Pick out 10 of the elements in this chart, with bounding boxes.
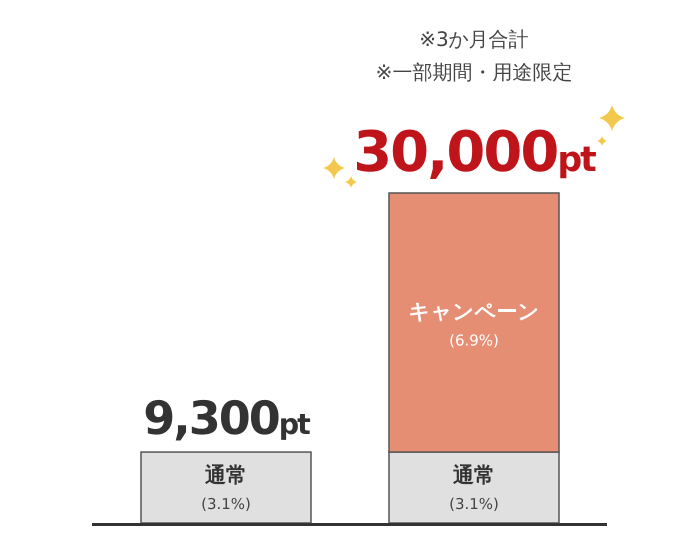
annotation: 9,300pt bbox=[143, 391, 310, 446]
text: 30,000pt bbox=[353, 120, 596, 185]
text: ※3か月合計 bbox=[419, 27, 529, 51]
annotation: (3.1%) bbox=[201, 495, 251, 514]
text: ※一部期間・用途限定 bbox=[376, 60, 572, 84]
annotation: (6.9%) bbox=[449, 332, 499, 350]
series-label: キャンペーン bbox=[408, 300, 540, 324]
text: 通常 bbox=[453, 463, 495, 488]
series-label: 通常 bbox=[204, 463, 247, 488]
annotation: (3.1%) bbox=[449, 495, 499, 514]
